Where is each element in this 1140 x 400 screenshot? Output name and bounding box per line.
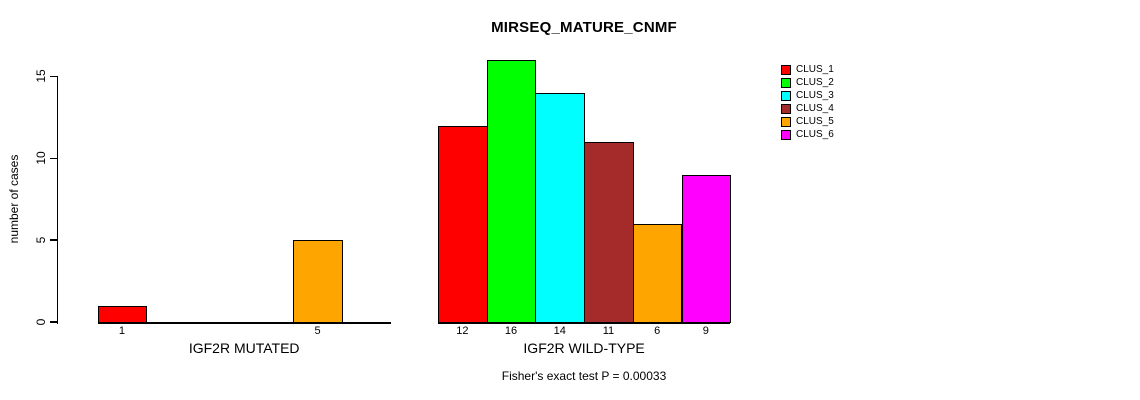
group-label: IGF2R WILD-TYPE [523,340,645,356]
legend-swatch [781,90,791,101]
legend-item: CLUS_6 [781,129,834,140]
bar-value-label: 6 [654,325,661,337]
y-tick [49,239,57,241]
bar-clus_2 [486,60,537,324]
legend-item: CLUS_5 [781,116,834,127]
y-tick-label: 5 [34,236,48,244]
bar-clus_3 [535,92,586,324]
bar-value-label: 11 [602,325,615,337]
y-tick-label: 15 [34,69,48,84]
legend-label: CLUS_2 [796,77,834,88]
legend-swatch [781,77,791,88]
legend-swatch [781,129,791,140]
y-tick [49,75,57,78]
legend-label: CLUS_3 [796,90,834,101]
legend-label: CLUS_6 [796,129,834,140]
legend-swatch [781,64,791,75]
bar-clus_5 [293,240,343,324]
bar-value-label: 9 [702,325,709,337]
chart-title: MIRSEQ_MATURE_CNMF [491,19,677,36]
legend-item: CLUS_1 [781,64,834,75]
legend-label: CLUS_4 [796,103,834,114]
group-label: IGF2R MUTATED [188,340,300,356]
legend-label: CLUS_5 [796,116,834,127]
footnote: Fisher's exact test P = 0.00033 [501,369,667,383]
bar-value-label: 16 [504,325,518,337]
legend-swatch [781,116,791,127]
x-baseline [97,322,391,324]
bar-value-label: 12 [456,325,469,337]
y-axis-label: number of cases [7,154,21,244]
legend-item: CLUS_3 [781,90,834,101]
y-axis-line [56,76,58,324]
legend-swatch [781,103,791,114]
y-tick [49,157,57,160]
bar-clus_1 [438,125,488,324]
bar-clus_4 [584,141,634,324]
legend-label: CLUS_1 [796,64,834,75]
y-tick-label: 0 [34,318,48,326]
bar-clus_5 [632,223,683,324]
bar-value-label: 14 [553,325,566,337]
bar-clus_6 [681,174,732,324]
bar-clus_1 [97,305,148,324]
bar-value-label: 1 [118,325,125,337]
y-tick [49,321,57,323]
y-tick-label: 10 [34,151,48,165]
legend-item: CLUS_4 [781,103,834,114]
bar-value-label: 5 [314,325,321,337]
legend-item: CLUS_2 [781,77,834,88]
